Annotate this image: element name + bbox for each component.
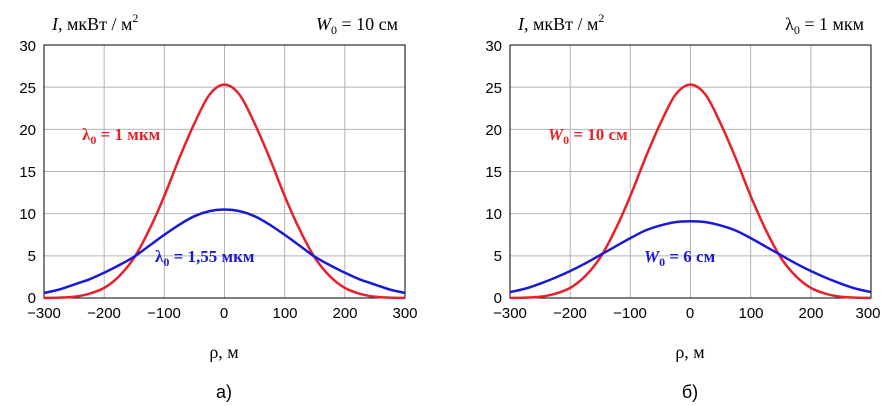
series-label-blue: λ0 = 1,55 мкм (155, 247, 255, 269)
y-axis-unit: , мкВт / м (524, 14, 598, 34)
series-label-symbol: λ (82, 125, 91, 144)
y-tick-label: 15 (19, 164, 36, 181)
parameter-value: = 1 мкм (800, 14, 864, 34)
panel-label: а) (216, 382, 232, 402)
y-tick-label: 25 (485, 80, 502, 97)
parameter-subscript: 0 (331, 23, 337, 37)
x-tick-label: 300 (855, 305, 880, 322)
x-tick-label: −100 (147, 305, 181, 322)
y-tick-label: 30 (19, 38, 36, 55)
series-label-symbol: λ (155, 247, 164, 266)
parameter-symbol: W (316, 14, 333, 34)
series-label-symbol: W (644, 247, 661, 266)
x-tick-label: −300 (493, 305, 527, 322)
y-tick-label: 20 (485, 122, 502, 139)
x-tick-label: −100 (613, 305, 647, 322)
x-tick-label: 100 (738, 305, 763, 322)
y-tick-label: 25 (19, 80, 36, 97)
y-tick-label: 30 (485, 38, 502, 55)
y-axis-var: I (517, 14, 525, 34)
chart-panel-a: 0 5 10 15 20 25 30 −300 −200 −100 0 100 … (19, 11, 417, 402)
x-tick-label: 0 (220, 305, 228, 322)
plot-frame (509, 44, 872, 299)
series-label-subscript: 0 (563, 133, 569, 147)
parameter-label: W0 = 10 см (316, 14, 398, 37)
y-axis-unit: , мкВт / м (58, 14, 132, 34)
y-axis-var: I (51, 14, 59, 34)
x-tick-label: 200 (332, 305, 357, 322)
series-line-blue (509, 220, 872, 294)
panel-label: б) (682, 382, 698, 402)
parameter-symbol: λ (785, 14, 794, 34)
series-line-red (43, 83, 406, 300)
series-label-value: = 1,55 мкм (169, 247, 255, 266)
series-group (509, 83, 872, 300)
x-tick-label: 0 (686, 305, 694, 322)
series-label-value: = 10 см (569, 125, 628, 144)
x-tick-label: −300 (27, 305, 61, 322)
y-tick-label: 0 (494, 290, 502, 307)
series-label-red: λ0 = 1 мкм (82, 125, 161, 147)
x-tick-label: 100 (272, 305, 297, 322)
plot-frame (43, 44, 406, 299)
y-axis-label: I, мкВт / м2 (517, 11, 604, 34)
x-tick-label: −200 (87, 305, 121, 322)
y-tick-label: 5 (494, 248, 502, 265)
y-axis-unit-sup: 2 (598, 11, 604, 25)
parameter-subscript: 0 (794, 23, 800, 37)
y-tick-label: 15 (485, 164, 502, 181)
x-tick-label: 300 (392, 305, 417, 322)
y-axis-unit-sup: 2 (132, 11, 138, 25)
x-axis-label: ρ, м (675, 342, 704, 362)
series-label-subscript: 0 (659, 255, 665, 269)
series-group (43, 83, 406, 300)
y-tick-label: 20 (19, 122, 36, 139)
series-label-subscript: 0 (163, 255, 169, 269)
chart-panel-b: 0 5 10 15 20 25 30 −300 −200 −100 0 100 … (485, 11, 880, 402)
series-label-red: W0 = 10 см (548, 125, 628, 147)
y-tick-label: 10 (485, 206, 502, 223)
x-axis-label: ρ, м (209, 342, 238, 362)
y-tick-label: 0 (28, 290, 36, 307)
y-tick-label: 10 (19, 206, 36, 223)
series-label-blue: W0 = 6 см (644, 247, 716, 269)
parameter-label: λ0 = 1 мкм (785, 14, 864, 37)
series-label-symbol: W (548, 125, 565, 144)
series-label-value: = 1 мкм (96, 125, 160, 144)
x-tick-label: −200 (553, 305, 587, 322)
series-label-subscript: 0 (90, 133, 96, 147)
y-tick-label: 5 (28, 248, 36, 265)
series-line-blue (43, 208, 406, 295)
parameter-value: = 10 см (337, 14, 398, 34)
series-line-red (509, 83, 872, 300)
x-tick-label: 200 (798, 305, 823, 322)
series-label-value: = 6 см (665, 247, 715, 266)
y-axis-label: I, мкВт / м2 (51, 11, 138, 34)
